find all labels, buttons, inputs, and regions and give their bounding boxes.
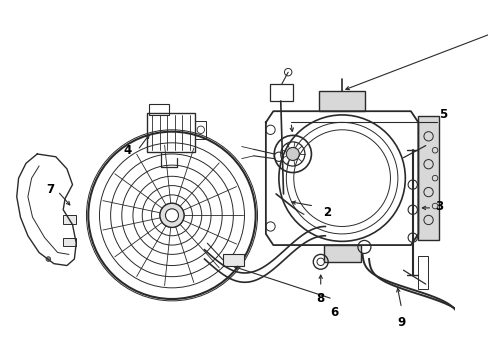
Text: 3: 3 (434, 199, 442, 212)
Text: 2: 2 (323, 206, 331, 219)
Bar (323, 245, 360, 262)
Bar (417, 256, 427, 289)
Circle shape (165, 209, 178, 222)
Circle shape (46, 257, 51, 261)
Bar (146, 113, 195, 152)
Circle shape (160, 203, 183, 228)
Bar (63, 215, 76, 224)
Text: 7: 7 (46, 183, 54, 196)
Bar (269, 84, 292, 101)
Bar (223, 255, 243, 266)
Text: 5: 5 (438, 108, 446, 121)
Bar (417, 116, 438, 240)
Text: 9: 9 (397, 316, 405, 329)
Bar (195, 121, 206, 139)
Text: 4: 4 (123, 144, 132, 157)
Circle shape (286, 148, 299, 161)
Bar (318, 91, 365, 111)
Text: 6: 6 (330, 306, 338, 319)
Text: 8: 8 (316, 292, 324, 305)
Bar (63, 238, 76, 246)
Bar (148, 104, 169, 115)
